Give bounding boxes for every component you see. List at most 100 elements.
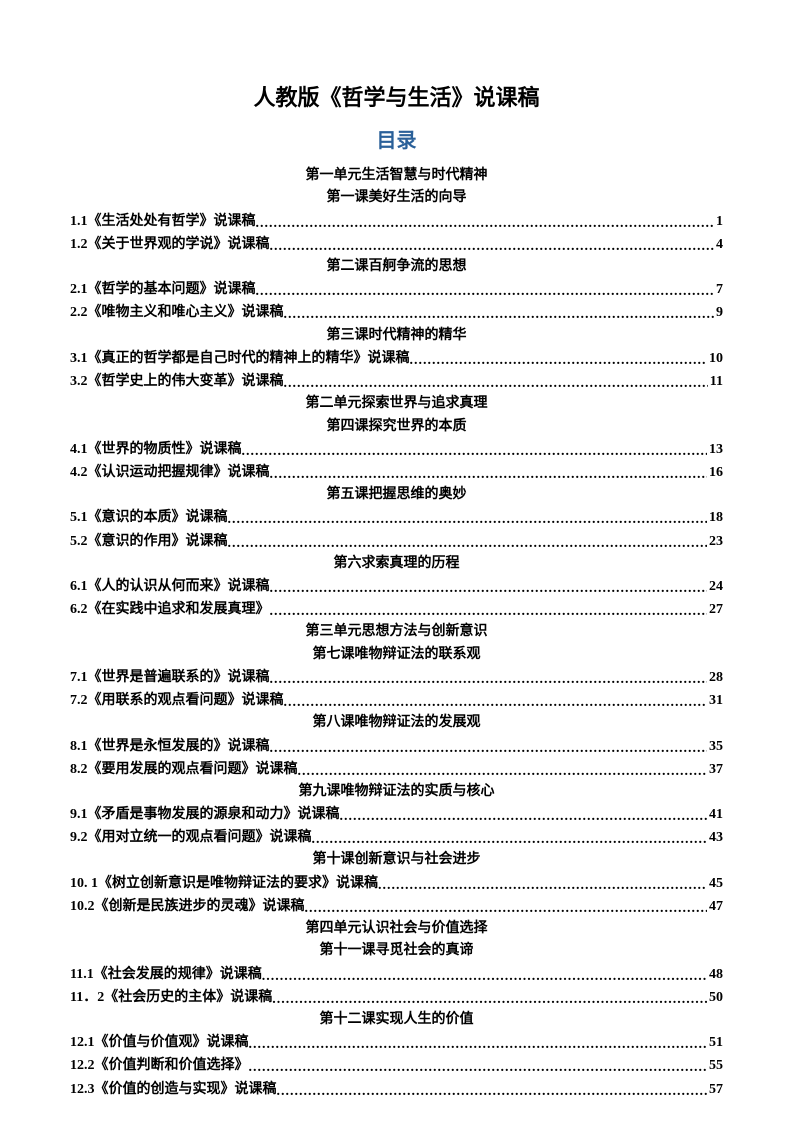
toc-leader-dots xyxy=(228,508,708,531)
toc-leader-dots xyxy=(228,532,708,555)
section-header: 第十课创新意识与社会进步 xyxy=(70,849,723,871)
toc-leader-dots xyxy=(272,988,707,1011)
toc-leader-dots xyxy=(256,212,715,235)
toc-entry[interactable]: 10. 1《树立创新意识是唯物辩证法的要求》说课稿45 xyxy=(70,872,723,895)
toc-leader-dots xyxy=(270,600,708,623)
section-header: 第十一课寻觅社会的真谛 xyxy=(70,940,723,962)
toc-entry-page: 43 xyxy=(707,826,723,849)
toc-entry-label: 12.3《价值的创造与实现》说课稿 xyxy=(70,1078,277,1101)
toc-entry-page: 35 xyxy=(707,735,723,758)
toc-entry[interactable]: 9.1《矛盾是事物发展的源泉和动力》说课稿41 xyxy=(70,803,723,826)
section-header: 第二课百舸争流的思想 xyxy=(70,256,723,278)
toc-entry[interactable]: 7.2《用联系的观点看问题》说课稿 31 xyxy=(70,689,723,712)
toc-entry[interactable]: 6.1《人的认识从何而来》说课稿 24 xyxy=(70,575,723,598)
toc-entry-label: 6.1《人的认识从何而来》说课稿 xyxy=(70,575,270,598)
toc-entry[interactable]: 7.1《世界是普遍联系的》说课稿28 xyxy=(70,666,723,689)
section-header: 第一单元生活智慧与时代精神 xyxy=(70,165,723,187)
toc-entry-page: 45 xyxy=(707,872,723,895)
toc-entry-label: 8.1《世界是永恒发展的》说课稿 xyxy=(70,735,270,758)
toc-entry[interactable]: 5.1《意识的本质》说课稿 18 xyxy=(70,506,723,529)
toc-entry-page: 37 xyxy=(707,758,723,781)
toc-entry[interactable]: 8.2《要用发展的观点看问题》说课稿 37 xyxy=(70,758,723,781)
toc-entry-label: 1.2《关于世界观的学说》说课稿 xyxy=(70,233,270,256)
toc-entry-page: 10 xyxy=(707,347,723,370)
toc-leader-dots xyxy=(270,463,708,486)
section-header: 第十二课实现人生的价值 xyxy=(70,1009,723,1031)
toc-leader-dots xyxy=(284,372,708,395)
toc-leader-dots xyxy=(410,349,708,372)
toc-entry-label: 3.1《真正的哲学都是自己时代的精神上的精华》说课稿 xyxy=(70,347,410,370)
toc-entry[interactable]: 4.2《认识运动把握规律》说课稿16 xyxy=(70,461,723,484)
toc-entry[interactable]: 5.2《意识的作用》说课稿23 xyxy=(70,530,723,553)
toc-entry-label: 9.2《用对立统一的观点看问题》说课稿 xyxy=(70,826,312,849)
toc-entry-page: 18 xyxy=(707,506,723,529)
toc-entry-page: 47 xyxy=(707,895,723,918)
document-title: 人教版《哲学与生活》说课稿 xyxy=(70,80,723,112)
toc-entry-page: 11 xyxy=(708,370,723,393)
toc-entry-label: 10.2《创新是民族进步的灵魂》说课稿 xyxy=(70,895,305,918)
toc-entry[interactable]: 11.1《社会发展的规律》说课稿 48 xyxy=(70,963,723,986)
toc-leader-dots xyxy=(270,577,708,600)
toc-entry-page: 4 xyxy=(714,233,723,256)
toc-entry[interactable]: 12.3《价值的创造与实现》说课稿 57 xyxy=(70,1078,723,1101)
toc-entry-label: 7.2《用联系的观点看问题》说课稿 xyxy=(70,689,284,712)
section-header: 第二单元探索世界与追求真理 xyxy=(70,393,723,415)
toc-entry[interactable]: 1.2《关于世界观的学说》说课稿 4 xyxy=(70,233,723,256)
toc-entry-label: 12.2《价值判断和价值选择》 xyxy=(70,1054,249,1077)
toc-entry-label: 5.2《意识的作用》说课稿 xyxy=(70,530,228,553)
toc-entry-page: 24 xyxy=(707,575,723,598)
section-header: 第八课唯物辩证法的发展观 xyxy=(70,712,723,734)
toc-entry[interactable]: 4.1《世界的物质性》说课稿 13 xyxy=(70,438,723,461)
toc-leader-dots xyxy=(305,897,708,920)
toc-entry-label: 4.2《认识运动把握规律》说课稿 xyxy=(70,461,270,484)
toc-entry-page: 27 xyxy=(707,598,723,621)
toc-entry-label: 9.1《矛盾是事物发展的源泉和动力》说课稿 xyxy=(70,803,340,826)
toc-entry-label: 2.2《唯物主义和唯心主义》说课稿 xyxy=(70,301,284,324)
section-header: 第四课探究世界的本质 xyxy=(70,416,723,438)
toc-entry[interactable]: 6.2《在实践中追求和发展真理》 27 xyxy=(70,598,723,621)
toc-leader-dots xyxy=(284,691,708,714)
section-header: 第三课时代精神的精华 xyxy=(70,325,723,347)
toc-entry-page: 57 xyxy=(707,1078,723,1101)
toc-leader-dots xyxy=(242,440,708,463)
toc-entry-label: 12.1《价值与价值观》说课稿 xyxy=(70,1031,249,1054)
toc-leader-dots xyxy=(249,1056,708,1079)
toc-entry[interactable]: 2.1《哲学的基本问题》说课稿7 xyxy=(70,278,723,301)
toc-entry-label: 8.2《要用发展的观点看问题》说课稿 xyxy=(70,758,298,781)
toc-entry-page: 48 xyxy=(707,963,723,986)
toc-entry-label: 6.2《在实践中追求和发展真理》 xyxy=(70,598,270,621)
toc-entry-page: 1 xyxy=(714,210,723,233)
toc-entry[interactable]: 3.1《真正的哲学都是自己时代的精神上的精华》说课稿 10 xyxy=(70,347,723,370)
toc-entry-label: 3.2《哲学史上的伟大变革》说课稿 xyxy=(70,370,284,393)
toc-entry[interactable]: 1.1《生活处处有哲学》说课稿 1 xyxy=(70,210,723,233)
toc-entry[interactable]: 2.2《唯物主义和唯心主义》说课稿 9 xyxy=(70,301,723,324)
toc-leader-dots xyxy=(249,1033,708,1056)
toc-entry[interactable]: 12.1《价值与价值观》说课稿51 xyxy=(70,1031,723,1054)
toc-entry-page: 9 xyxy=(714,301,723,324)
toc-leader-dots xyxy=(298,760,708,783)
toc-entry-label: 11．2《社会历史的主体》说课稿 xyxy=(70,986,272,1009)
toc-leader-dots xyxy=(284,303,715,326)
toc-body: 第一单元生活智慧与时代精神第一课美好生活的向导1.1《生活处处有哲学》说课稿11… xyxy=(70,165,723,1101)
toc-entry-label: 5.1《意识的本质》说课稿 xyxy=(70,506,228,529)
toc-entry-page: 7 xyxy=(714,278,723,301)
toc-entry-label: 1.1《生活处处有哲学》说课稿 xyxy=(70,210,256,233)
toc-leader-dots xyxy=(312,828,708,851)
toc-entry[interactable]: 12.2《价值判断和价值选择》55 xyxy=(70,1054,723,1077)
section-header: 第九课唯物辩证法的实质与核心 xyxy=(70,781,723,803)
toc-entry[interactable]: 10.2《创新是民族进步的灵魂》说课稿 47 xyxy=(70,895,723,918)
toc-entry-page: 31 xyxy=(707,689,723,712)
section-header: 第一课美好生活的向导 xyxy=(70,187,723,209)
toc-entry-page: 13 xyxy=(707,438,723,461)
toc-entry-label: 11.1《社会发展的规律》说课稿 xyxy=(70,963,262,986)
toc-entry[interactable]: 8.1《世界是永恒发展的》说课稿 35 xyxy=(70,735,723,758)
toc-entry[interactable]: 11．2《社会历史的主体》说课稿50 xyxy=(70,986,723,1009)
toc-entry-label: 4.1《世界的物质性》说课稿 xyxy=(70,438,242,461)
toc-leader-dots xyxy=(270,235,715,258)
toc-leader-dots xyxy=(262,965,707,988)
toc-entry[interactable]: 3.2《哲学史上的伟大变革》说课稿 11 xyxy=(70,370,723,393)
toc-leader-dots xyxy=(270,737,708,760)
toc-entry[interactable]: 9.2《用对立统一的观点看问题》说课稿 43 xyxy=(70,826,723,849)
toc-heading: 目录 xyxy=(70,124,723,153)
section-header: 第七课唯物辩证法的联系观 xyxy=(70,644,723,666)
